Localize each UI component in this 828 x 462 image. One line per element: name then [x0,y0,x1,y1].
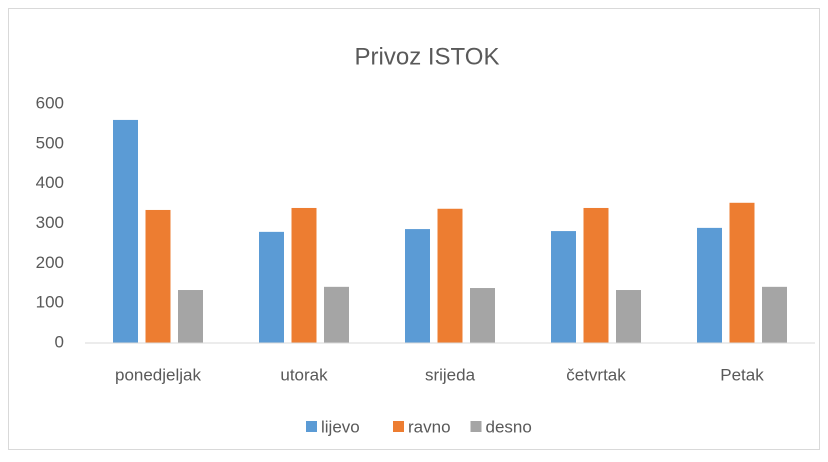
bar [762,286,787,343]
bar [470,288,495,343]
x-tick-label: utorak [280,365,328,384]
bar [259,231,284,343]
bar [583,207,609,343]
bar [291,207,317,343]
legend-label: desno [486,417,532,436]
bar [729,202,755,343]
x-tick-label: četvrtak [566,365,626,384]
y-tick-label: 100 [36,293,64,312]
y-tick-label: 200 [36,253,64,272]
legend-label: ravno [408,417,451,436]
y-tick-label: 300 [36,213,64,232]
bar [324,286,349,343]
bar [697,227,722,343]
bar [405,229,430,343]
bar [437,208,463,343]
bar [178,290,203,343]
y-tick-label: 0 [55,332,64,351]
chart-border [8,8,820,450]
legend-swatch [393,421,404,432]
y-tick-label: 500 [36,133,64,152]
bar [113,119,138,343]
x-tick-label: Petak [720,365,764,384]
x-tick-label: ponedjeljak [115,365,202,384]
chart-title: Privoz ISTOK [355,43,500,70]
legend-swatch [470,421,482,432]
bar [551,231,576,343]
x-tick-label: srijeda [425,365,476,384]
bar [616,290,641,343]
y-tick-label: 400 [36,173,64,192]
y-tick-label: 600 [36,93,64,112]
legend-label: lijevo [321,417,360,436]
bar [145,209,171,343]
legend-swatch [306,421,317,432]
